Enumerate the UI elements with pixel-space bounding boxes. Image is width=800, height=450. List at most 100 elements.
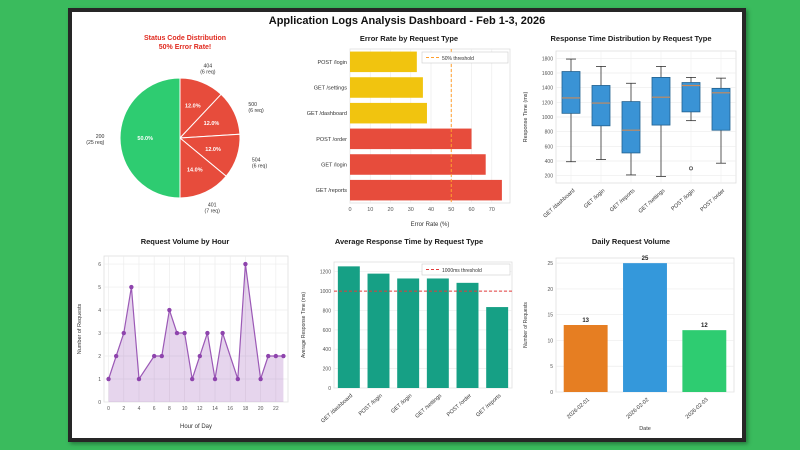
data-point	[159, 353, 164, 359]
category-label: POST /login	[670, 188, 696, 212]
bar	[350, 128, 472, 150]
pie-percent-label: 50.0%	[137, 136, 153, 142]
category-label: 2026-02-02	[625, 397, 650, 420]
tick-label: 2	[98, 354, 101, 360]
tick-label: 3	[98, 331, 101, 337]
tick-label: 22	[273, 406, 279, 412]
category-label: GET /reports	[609, 188, 637, 214]
tick-label: 4	[138, 406, 141, 412]
data-point	[136, 376, 142, 382]
data-point	[258, 376, 263, 382]
value-label: 25	[642, 256, 649, 262]
tick-label: 25	[547, 261, 553, 267]
status-pie-chart: 12.0% 404 (6 req) 12.0% 500 (6 req) 12.0% 504 (6…	[86, 64, 268, 215]
pie-chart-title: Status Code Distribution 50% Error Rate!	[72, 31, 298, 54]
y-axis-label: Average Response Time (ms)	[301, 292, 307, 358]
box	[651, 77, 671, 126]
area-fill	[108, 264, 284, 402]
category-label: GET /reports	[475, 393, 503, 419]
category-label: GET /settings	[414, 393, 443, 420]
plot-frame	[333, 261, 513, 389]
pie-slice-label: 500 (6 req)	[248, 102, 264, 114]
tick-label: 6	[153, 406, 156, 412]
boxplot-title: Response Time Distribution by Request Ty…	[550, 34, 712, 43]
tick-label: 400	[323, 347, 332, 353]
box	[621, 101, 641, 154]
pie-title-line2: 50% Error Rate!	[158, 44, 212, 51]
bar	[350, 179, 502, 201]
pie-percent-label: 12.0%	[204, 121, 220, 127]
x-axis-label: Date	[639, 426, 651, 432]
category-label: 2026-02-01	[566, 397, 591, 420]
category-label: GET /login	[390, 393, 413, 415]
tick-label: 20	[547, 287, 553, 293]
box	[711, 88, 731, 131]
tick-label: 16	[227, 406, 233, 412]
data-point	[106, 376, 111, 382]
data-point	[167, 307, 172, 313]
outlier-point	[688, 166, 693, 171]
pie-slice	[179, 136, 227, 199]
tick-label: 18	[243, 406, 249, 412]
pie-slice-label: 504 (6 req)	[252, 157, 268, 169]
pie-slice-label: 200 (25 req)	[86, 134, 104, 146]
data-point	[205, 330, 210, 336]
bar	[337, 266, 360, 388]
chart-response-time-boxplot: Response Time Distribution by Request Ty…	[520, 31, 742, 234]
bar	[397, 278, 420, 388]
data-point	[212, 376, 218, 382]
bar	[456, 282, 479, 388]
legend-label: 1000ms threshold	[442, 268, 482, 274]
category-label: GET /login	[583, 188, 606, 210]
bar	[350, 51, 417, 73]
data-point	[243, 261, 248, 267]
hourly-volume-title: Request Volume by Hour	[140, 237, 230, 246]
tick-label: 400	[545, 159, 554, 165]
tick-label: 15	[547, 313, 553, 319]
tick-label: 1200	[320, 270, 331, 276]
chart-status-code-pie: Status Code Distribution 50% Error Rate!…	[72, 31, 298, 234]
tick-label: 2	[122, 406, 125, 412]
tick-label: 1200	[542, 100, 553, 106]
page-title: Application Logs Analysis Dashboard - Fe…	[268, 15, 546, 27]
tick-label: 600	[323, 328, 332, 334]
tick-label: 8	[168, 406, 171, 412]
category-label: GET /settings	[638, 188, 667, 215]
pie-percent-label: 12.0%	[185, 104, 201, 110]
daily-volume-title: Daily Request Volume	[591, 237, 671, 246]
category-label: GET /dashboard	[320, 393, 354, 424]
data-point	[281, 353, 286, 359]
tick-label: 1000	[542, 115, 553, 121]
legend-box	[421, 263, 511, 276]
y-axis-label: Response Time (ms)	[523, 91, 529, 142]
bar	[563, 325, 608, 392]
data-point	[121, 330, 126, 336]
data-point	[235, 376, 241, 382]
tick-label: 0	[107, 406, 110, 412]
bar	[623, 263, 667, 392]
y-axis-label: Number of Requests	[523, 302, 529, 348]
data-point	[174, 330, 180, 336]
tick-label: 4	[98, 308, 101, 314]
tick-label: 14	[212, 406, 218, 412]
pie-title-line1: Status Code Distribution	[143, 35, 227, 42]
tick-label: 20	[387, 207, 393, 213]
pie-percent-label: 12.0%	[205, 147, 221, 153]
category-label: GET /login	[321, 163, 347, 169]
category-label: 2026-02-03	[685, 397, 710, 420]
error-rate-title: Error Rate by Request Type	[359, 34, 459, 43]
data-point	[266, 353, 271, 359]
data-point	[182, 330, 187, 336]
tick-label: 12	[197, 406, 203, 412]
category-label: GET /dashboard	[542, 188, 576, 219]
chart-request-volume-by-hour: Request Volume by Hour 0 2 4 6 8 10 12 14 16 18 20…	[72, 234, 298, 437]
category-label: POST /order	[699, 188, 726, 213]
category-label: GET /reports	[316, 188, 348, 194]
data-point	[197, 353, 203, 359]
tick-label: 1	[98, 377, 101, 383]
tick-label: 1000	[320, 289, 331, 295]
tick-label: 200	[323, 367, 332, 373]
bar	[350, 154, 486, 175]
